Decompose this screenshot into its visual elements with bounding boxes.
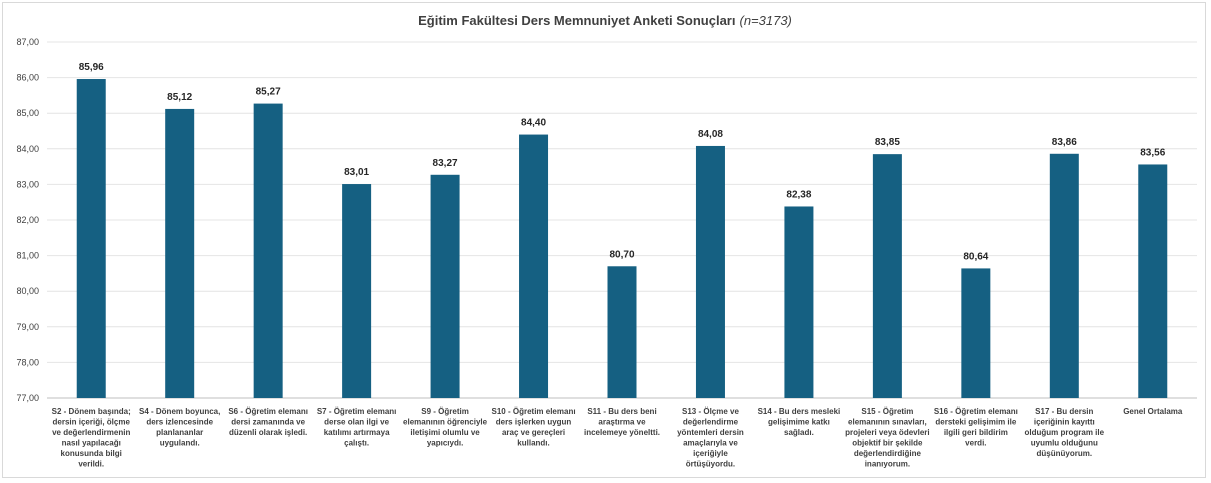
data-label: 83,01 <box>344 167 369 178</box>
y-tick-label: 87,00 <box>16 37 39 47</box>
bar <box>519 134 549 398</box>
data-label: 83,85 <box>875 137 900 148</box>
y-tick-label: 86,00 <box>16 73 39 83</box>
bar <box>253 103 283 398</box>
data-label: 85,27 <box>256 87 281 98</box>
bar-chart: Eğitim Fakültesi Ders Memnuniyet Anketi … <box>16 13 1197 469</box>
y-tick-label: 85,00 <box>16 108 39 118</box>
chart-title-note: (n=3173) <box>739 13 791 28</box>
x-category-label: S2 - Dönem başında; dersin içeriği, ölçme… <box>52 407 131 469</box>
data-label: 83,27 <box>433 158 458 169</box>
x-category-label: S16 - Öğretim elemanı dersteki gelişimim … <box>934 407 1018 448</box>
y-tick-label: 81,00 <box>16 251 39 261</box>
bar <box>165 108 195 398</box>
x-category-label: S11 - Bu ders beni araştırma ve incelemeye… <box>584 407 660 437</box>
x-category-label: S7 - Öğretim elemanı derse olan ilgi ve ka… <box>317 407 397 448</box>
bar <box>607 266 637 398</box>
data-labels: 85,96 85,12 85,27 83,01 83,27 84,40 80,70 84,08… <box>79 62 1166 262</box>
x-category-label: S15 - Öğretim elemanının sınavları, projel… <box>845 407 930 469</box>
y-tick-label: 80,00 <box>16 286 39 296</box>
bar <box>961 268 991 398</box>
x-category-label: S9 - Öğretim elemanının öğrenciyle iletişi… <box>403 407 488 448</box>
x-category-label: S13 - Ölçme ve değerlendirme yöntemleri de… <box>677 407 744 469</box>
x-category-label: Genel Ortalama <box>1123 407 1183 416</box>
bar <box>1138 164 1168 398</box>
data-label: 82,38 <box>786 189 811 200</box>
data-label: 83,86 <box>1052 137 1077 148</box>
data-label: 84,40 <box>521 118 546 129</box>
bar <box>430 174 460 398</box>
x-category-label: S14 - Bu ders mesleki gelişimime katkı sağ… <box>758 407 841 437</box>
gridlines <box>47 41 1197 399</box>
x-category-label: S17 - Bu dersin içeriğinin kayıttı olduğum… <box>1025 407 1105 458</box>
bar <box>342 184 372 398</box>
y-tick-label: 77,00 <box>16 393 39 403</box>
y-tick-label: 84,00 <box>16 144 39 154</box>
x-category-label: S10 - Öğretim elemanı ders işlerken uygun… <box>492 407 576 448</box>
chart-title: Eğitim Fakültesi Ders Memnuniyet Anketi … <box>418 13 792 28</box>
chart-frame: Eğitim Fakültesi Ders Memnuniyet Anketi … <box>2 2 1206 478</box>
bars <box>76 79 1168 399</box>
y-tick-label: 79,00 <box>16 322 39 332</box>
data-label: 80,64 <box>963 251 988 262</box>
chart-title-main: Eğitim Fakültesi Ders Memnuniyet Anketi … <box>418 13 735 28</box>
y-tick-label: 78,00 <box>16 357 39 367</box>
x-category-label: S6 - Öğretim elemanı dersi zamanında ve dü… <box>228 407 308 437</box>
y-axis-ticks: 77,00 78,00 79,00 80,00 81,00 82,00 83,00 84,00… <box>16 37 39 403</box>
bar <box>1049 153 1079 398</box>
bar <box>784 206 814 398</box>
bar <box>76 79 106 399</box>
data-label: 83,56 <box>1140 147 1165 158</box>
data-label: 80,70 <box>609 249 634 260</box>
data-label: 85,96 <box>79 62 104 73</box>
data-label: 84,08 <box>698 129 723 140</box>
y-tick-label: 82,00 <box>16 215 39 225</box>
bar <box>695 145 725 398</box>
x-category-label: S4 - Dönem boyunca, ders izlencesinde plan… <box>139 407 220 448</box>
data-label: 85,12 <box>167 92 192 103</box>
x-axis-labels: S2 - Dönem başında; dersin içeriği, ölçme… <box>52 407 1183 469</box>
y-tick-label: 83,00 <box>16 179 39 189</box>
bar <box>872 154 902 398</box>
